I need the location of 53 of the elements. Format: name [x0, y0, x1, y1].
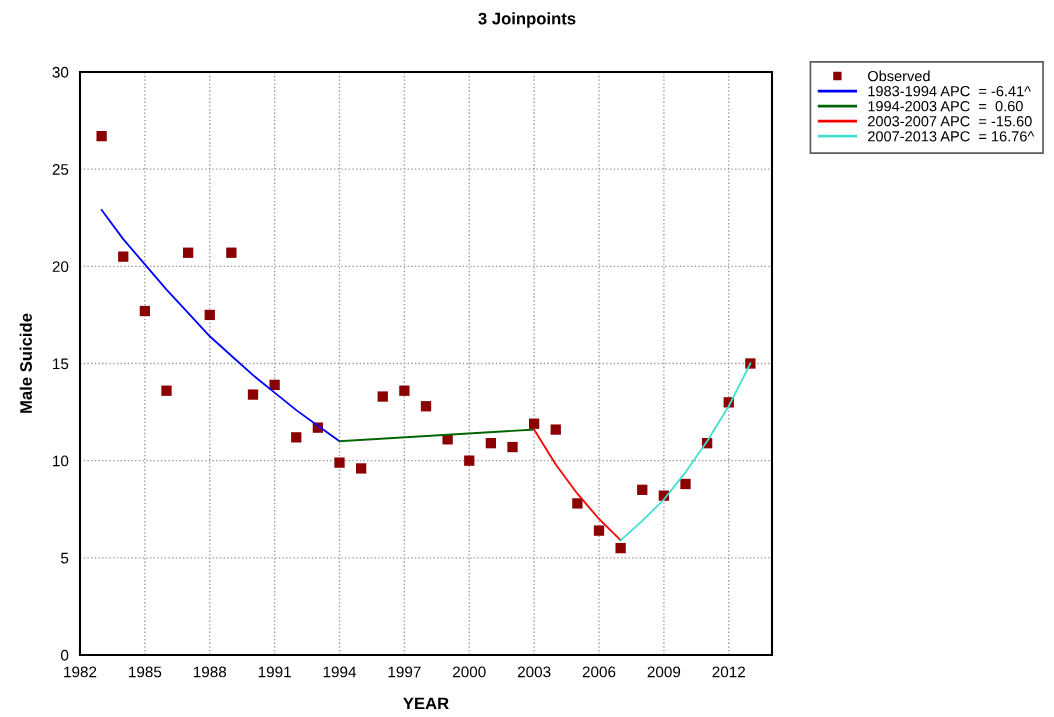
x-tick-label: 2000 [453, 666, 486, 678]
x-tick-label: 2006 [582, 666, 616, 678]
point [464, 455, 475, 466]
x-tick-label: 1994 [323, 666, 357, 678]
point [507, 441, 518, 453]
y-axis-title: Male Suicide [19, 313, 32, 413]
point [226, 247, 237, 258]
point [118, 251, 129, 262]
point [161, 385, 172, 396]
y-tick-label: 0 [60, 649, 69, 661]
y-tick-label: 15 [53, 358, 69, 370]
chart-title: 3 Joinpoints [478, 12, 576, 28]
point [745, 358, 756, 369]
legend-label: Observed [868, 70, 930, 82]
point [96, 130, 107, 142]
line-series [100, 209, 341, 443]
point [377, 391, 388, 402]
y-tick-label: 20 [52, 261, 69, 273]
x-tick-label: 1985 [129, 666, 162, 678]
point [572, 498, 583, 509]
point [291, 432, 302, 443]
point [269, 379, 280, 391]
point [615, 542, 626, 554]
x-tick-label: 1991 [258, 666, 291, 678]
y-tick-label: 5 [61, 552, 69, 564]
x-tick-label: 1997 [388, 666, 421, 678]
point [550, 424, 561, 435]
point [139, 305, 151, 317]
y-tick-label: 25 [52, 164, 69, 175]
point [420, 401, 432, 412]
x-tick-label: 1988 [193, 666, 227, 678]
point [680, 478, 691, 490]
point [593, 525, 605, 536]
point [355, 463, 367, 474]
point [334, 457, 345, 468]
point [247, 389, 259, 400]
x-tick-label: 1982 [64, 666, 97, 678]
x-tick-label: 2003 [517, 666, 551, 678]
point [637, 484, 648, 495]
point [182, 247, 194, 258]
legend-label: 2003-2007 APC = -15.60 [868, 116, 1032, 127]
legend-label: 1994-2003 APC = 0.60 [868, 101, 1023, 112]
point [204, 309, 215, 321]
x-tick-label: 2009 [647, 666, 681, 678]
y-tick-label: 10 [53, 455, 69, 467]
x-axis-title: YEAR [403, 697, 449, 710]
point [399, 385, 410, 396]
legend-label: 1983-1994 APC = -6.41^ [868, 85, 1031, 97]
y-tick-label: 30 [52, 66, 69, 78]
legend-label: 2007-2013 APC = 16.76^ [868, 131, 1035, 142]
x-tick-label: 2012 [712, 666, 745, 678]
point [485, 438, 497, 449]
point [528, 418, 540, 429]
